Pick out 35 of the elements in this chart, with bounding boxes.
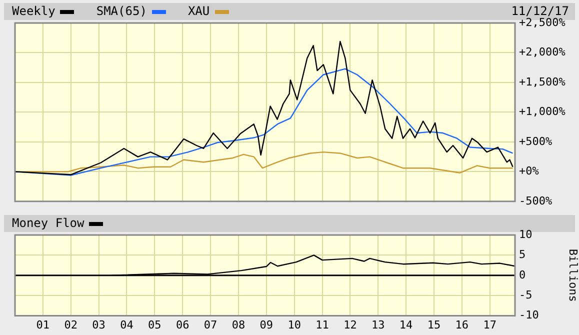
x-tick-label: 06: [176, 318, 190, 332]
x-tick-label: 08: [232, 318, 246, 332]
x-tick-label: 09: [260, 318, 274, 332]
y-tick-label: -5: [519, 288, 532, 302]
x-tick-label: 03: [92, 318, 106, 332]
y-tick-label: +1,500%: [519, 75, 566, 88]
x-tick-label: 16: [455, 318, 469, 332]
y-tick-label: 5: [519, 248, 526, 262]
x-tick-label: 05: [148, 318, 162, 332]
y-tick-label: +2,000%: [519, 46, 566, 59]
x-tick-label: 01: [36, 318, 50, 332]
x-tick-label: 14: [399, 318, 414, 332]
x-tick-label: 17: [483, 318, 496, 332]
x-tick-label: 04: [120, 318, 134, 332]
y-tick-label: 10: [519, 228, 532, 241]
x-tick-label: 07: [204, 318, 218, 332]
y-axis-title: Billions: [566, 248, 579, 302]
x-tick-label: 13: [372, 318, 385, 332]
x-tick-label: 02: [64, 318, 78, 332]
x-tick-label: 12: [344, 318, 357, 332]
legend-label: Weekly: [12, 3, 56, 20]
text: 11/12/17: [511, 3, 569, 18]
x-tick-label: 11: [316, 318, 329, 332]
legend-label: Money Flow: [12, 215, 86, 232]
y-tick-label: -500%: [519, 194, 552, 208]
y-tick-label: +2,500%: [519, 16, 566, 29]
y-tick-label: +500%: [519, 134, 552, 148]
legend-label: XAU: [188, 3, 211, 20]
y-tick-label: +1,000%: [519, 105, 566, 118]
x-tick-label: 10: [288, 318, 301, 332]
y-tick-label: 0: [519, 268, 526, 282]
y-tick-label: +0%: [519, 164, 540, 178]
x-tick-label: 15: [427, 318, 441, 332]
y-tick-label: -10: [519, 308, 539, 322]
legend-label: SMA(65): [96, 3, 148, 20]
